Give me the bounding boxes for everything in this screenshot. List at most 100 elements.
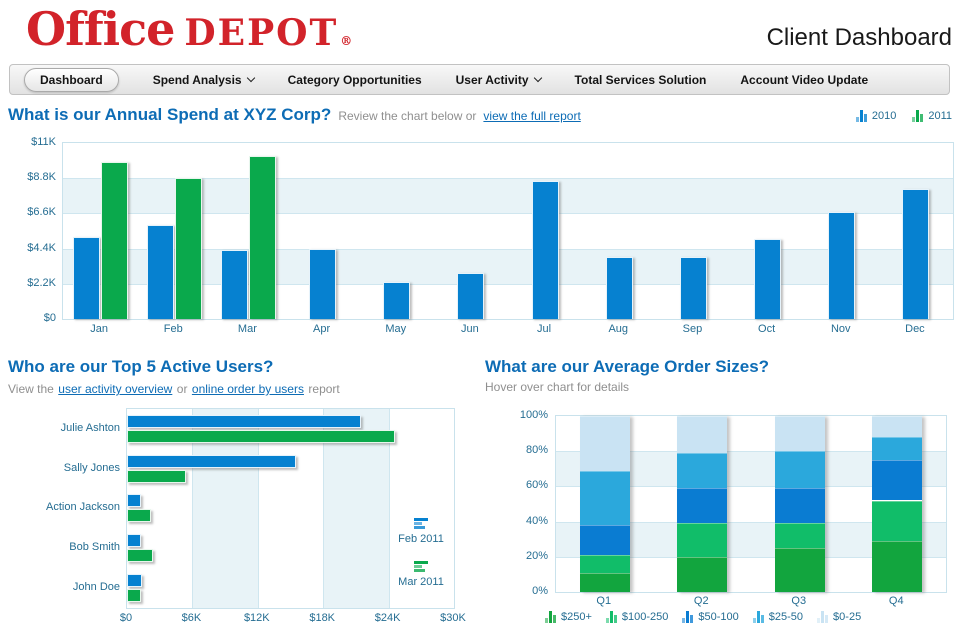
bar-group-mar — [211, 143, 285, 319]
stacked-column-q1 — [579, 416, 630, 592]
nav-item-account-video-update[interactable]: Account Video Update — [740, 73, 868, 87]
x-axis-tick-label: $18K — [309, 612, 336, 624]
segment-q1-50-100[interactable] — [579, 525, 630, 556]
segment-q2-50-100[interactable] — [677, 488, 728, 524]
user-name-label: Action Jackson — [46, 501, 120, 514]
bar-julie-ashton-feb-2011[interactable] — [127, 414, 362, 428]
bar-john-doe-mar-2011[interactable] — [127, 589, 142, 603]
bar-may-2010[interactable] — [383, 282, 411, 319]
segment-q1-0-25[interactable] — [579, 416, 630, 471]
bar-action-jackson-feb-2011[interactable] — [127, 494, 142, 508]
segment-q4-25-50[interactable] — [872, 437, 923, 460]
nav-item-label: Category Opportunities — [287, 72, 422, 87]
order-sizes-header: What are our Average Order Sizes? Hover … — [485, 357, 769, 394]
bar-bob-smith-feb-2011[interactable] — [127, 534, 142, 548]
bar-nov-2010[interactable] — [828, 211, 856, 319]
legend-item-2011[interactable]: 2011 — [912, 110, 952, 122]
bar-action-jackson-mar-2011[interactable] — [127, 509, 151, 523]
segment-q2-250[interactable] — [677, 556, 728, 592]
segment-q3-0-25[interactable] — [774, 416, 825, 452]
legend-label: $25-50 — [768, 611, 804, 623]
segment-q3-50-100[interactable] — [774, 488, 825, 524]
segment-q2-25-50[interactable] — [677, 452, 728, 489]
bar-sally-jones-mar-2011[interactable] — [127, 469, 186, 483]
nav-item-spend-analysis[interactable]: Spend Analysis — [153, 73, 255, 87]
y-axis-tick-label: 20% — [525, 549, 548, 562]
user-name-label: Julie Ashton — [60, 421, 120, 434]
bar-mar-2010[interactable] — [220, 250, 248, 319]
order-sizes-y-axis: 0% 20% 40% 60% 80% 100% — [500, 409, 548, 597]
logo-depot-text: DEPOT — [184, 12, 339, 54]
bar-julie-ashton-mar-2011[interactable] — [127, 429, 396, 443]
y-axis-tick-label: $6.6K — [27, 206, 56, 219]
bar-jan-2010[interactable] — [72, 237, 100, 319]
bar-dec-2010[interactable] — [902, 189, 930, 319]
y-axis-tick-label: 100% — [519, 409, 548, 421]
top-users-subtitle-mid: or — [176, 382, 188, 396]
segment-q3-25-50[interactable] — [774, 451, 825, 489]
bar-jun-2010[interactable] — [457, 272, 485, 319]
user-row-john-doe — [127, 568, 454, 608]
gridline — [556, 556, 946, 558]
segment-q2-0-25[interactable] — [677, 416, 728, 453]
nav-item-total-services-solution[interactable]: Total Services Solution — [575, 73, 707, 87]
annual-spend-y-axis: $0 $2.2K $4.4K $6.6K $8.8K $11K — [0, 136, 56, 324]
nav-item-user-activity[interactable]: User Activity — [456, 73, 542, 87]
order-sizes-title: What are our Average Order Sizes? — [485, 357, 770, 376]
online-order-by-users-link[interactable]: online order by users — [191, 382, 304, 396]
bar-bob-smith-mar-2011[interactable] — [127, 549, 154, 563]
legend-label: 2010 — [871, 110, 897, 122]
legend-item-0-25[interactable]: $0-25 — [817, 611, 861, 623]
annual-spend-header: What is our Annual Spend at XYZ Corp? Re… — [8, 105, 581, 125]
legend-label: $100-250 — [621, 611, 669, 623]
legend-item-250[interactable]: $250+ — [545, 611, 592, 623]
bar-jan-2011[interactable] — [100, 162, 128, 319]
plot-band — [63, 283, 953, 319]
user-row-julie-ashton — [127, 409, 454, 449]
legend-item-50-100[interactable]: $50-100 — [682, 611, 739, 623]
legend-item-100-250[interactable]: $100-250 — [605, 611, 669, 623]
bar-sally-jones-feb-2011[interactable] — [127, 454, 296, 468]
bar-feb-2011[interactable] — [174, 178, 202, 319]
bar-sep-2010[interactable] — [679, 256, 707, 319]
user-activity-overview-link[interactable]: user activity overview — [58, 382, 173, 396]
x-axis-tick-label: $6K — [181, 612, 202, 624]
bar-jul-2010[interactable] — [531, 181, 559, 319]
user-row-sally-jones — [127, 449, 454, 489]
y-axis-tick-label: 40% — [525, 514, 548, 527]
segment-q3-250[interactable] — [774, 548, 825, 592]
legend-item-2010[interactable]: 2010 — [855, 110, 897, 122]
segment-q3-100-250[interactable] — [774, 523, 825, 548]
bar-apr-2010[interactable] — [309, 248, 337, 319]
segment-q4-250[interactable] — [872, 540, 923, 592]
segment-q4-50-100[interactable] — [872, 460, 923, 501]
segment-q1-100-250[interactable] — [579, 555, 630, 573]
top-users-subtitle-suffix: report — [308, 382, 340, 396]
x-axis-tick-label: Feb — [163, 323, 183, 335]
bar-aug-2010[interactable] — [605, 256, 633, 319]
segment-q1-250[interactable] — [579, 572, 630, 592]
bar-group-dec — [879, 143, 953, 319]
nav-bar: Dashboard Spend Analysis Category Opportun… — [9, 64, 950, 95]
bar-john-doe-feb-2011[interactable] — [127, 574, 143, 588]
bar-group-may — [360, 143, 434, 319]
legend-item-mar-2011[interactable] — [383, 555, 459, 572]
bar-mar-2011[interactable] — [248, 155, 276, 319]
plot-band — [388, 409, 454, 608]
user-name-label: Sally Jones — [63, 461, 120, 474]
office-depot-logo: Office DEPOT ® — [26, 2, 352, 56]
nav-item-category-opportunities[interactable]: Category Opportunities — [288, 73, 422, 87]
legend-item-25-50[interactable]: $25-50 — [752, 611, 804, 623]
x-axis-tick-label: Dec — [905, 323, 925, 335]
view-full-report-link[interactable]: view the full report — [483, 109, 581, 123]
y-axis-tick-label: $8.8K — [27, 171, 56, 184]
bar-oct-2010[interactable] — [754, 239, 782, 319]
legend-item-feb-2011[interactable] — [383, 512, 459, 529]
segment-q4-100-250[interactable] — [872, 500, 923, 541]
nav-item-label: Dashboard — [40, 72, 103, 87]
segment-q4-0-25[interactable] — [872, 416, 923, 438]
bar-feb-2010[interactable] — [146, 224, 174, 319]
segment-q2-100-250[interactable] — [677, 523, 728, 557]
segment-q1-25-50[interactable] — [579, 470, 630, 526]
nav-item-dashboard[interactable]: Dashboard — [24, 67, 119, 92]
